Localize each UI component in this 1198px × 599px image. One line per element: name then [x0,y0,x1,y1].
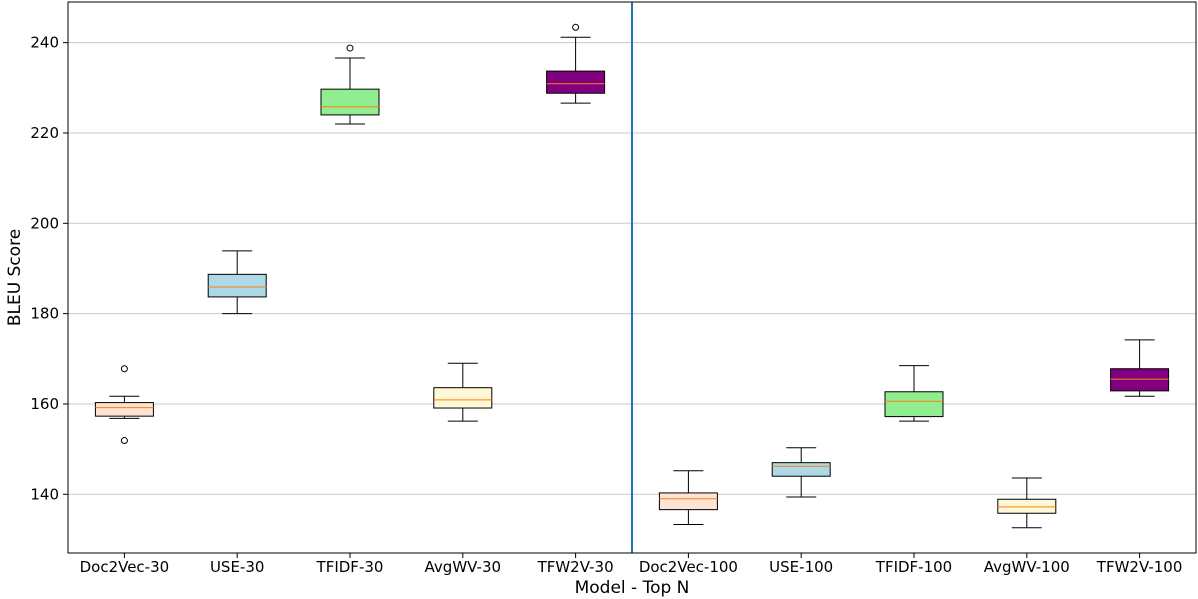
box-use-30 [207,250,267,315]
outlier-point [346,44,354,52]
x-tick-label: AvgWV-30 [425,558,502,576]
x-ticks: Doc2Vec-30 USE-30 TFIDF-30 AvgWV-30 TFW2V-30… [80,553,1183,576]
x-tick-label: AvgWV-100 [984,558,1070,576]
iqr-box [546,70,606,94]
iqr-box [1110,368,1170,392]
box-doc2vec-30 [94,365,154,445]
outlier-point [572,23,580,31]
outlier-point [120,437,128,445]
iqr-box [658,492,718,511]
box-tfidf-100 [884,365,944,422]
iqr-box [997,498,1057,514]
y-ticks: 140 160 180 200 220 240 [30,34,68,503]
boxes [94,23,1170,529]
y-tick-label: 240 [30,34,59,52]
iqr-box [320,88,380,116]
y-tick-label: 140 [30,485,59,503]
x-axis-label: Model - Top N [575,578,690,598]
plot-frame [67,1,1197,554]
x-tick-label: USE-30 [210,558,264,576]
box-use-100 [771,447,831,498]
y-axis-label: BLEU Score [5,229,25,326]
box-tfw2v-100 [1110,339,1170,397]
x-tick-label: Doc2Vec-100 [639,558,738,576]
box-doc2vec-100 [658,470,718,526]
box-avgwv-30 [433,362,493,422]
iqr-box [207,273,267,298]
box-tfw2v-30 [546,23,606,104]
iqr-box [771,462,831,477]
x-tick-label: TFW2V-100 [1096,558,1183,576]
box-tfidf-30 [320,44,380,125]
outlier-point [120,365,128,373]
y-tick-label: 160 [30,395,59,413]
iqr-box [433,387,493,409]
x-tick-label: USE-100 [769,558,833,576]
x-tick-label: TFIDF-100 [875,558,952,576]
y-tick-label: 200 [30,214,59,232]
iqr-box [884,391,944,418]
iqr-box [94,402,154,417]
x-tick-label: Doc2Vec-30 [80,558,170,576]
y-tick-label: 220 [30,124,59,142]
x-tick-label: TFIDF-30 [316,558,384,576]
x-tick-label: TFW2V-30 [537,558,614,576]
y-tick-label: 180 [30,305,59,323]
box-avgwv-100 [997,477,1057,529]
